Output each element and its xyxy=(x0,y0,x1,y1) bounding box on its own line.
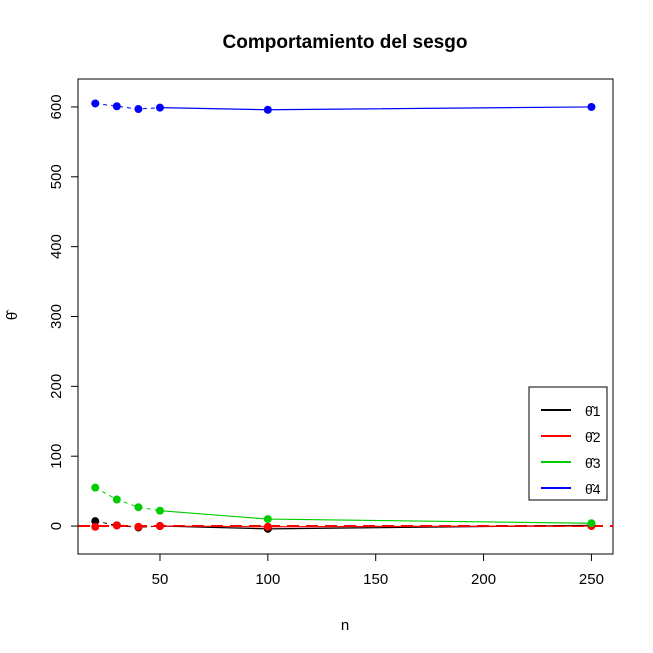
x-axis: 50 100 150 200 250 xyxy=(152,553,604,588)
y-axis: 0 100 200 300 400 500 600 xyxy=(48,94,79,530)
series-4-point-5 xyxy=(263,105,272,114)
series-3-line-dashed xyxy=(95,487,161,512)
series-3-point-6 xyxy=(587,519,596,528)
series-3-point-2 xyxy=(112,495,121,504)
series-2-point-1 xyxy=(91,522,100,531)
y-tick-label-200: 200 xyxy=(48,374,65,399)
series-2-point-3 xyxy=(134,522,143,531)
x-axis-label: n xyxy=(341,617,349,634)
y-tick-label-100: 100 xyxy=(48,444,65,469)
chart-title: Comportamiento del sesgo xyxy=(223,32,468,53)
series-2-line-solid xyxy=(159,525,592,528)
y-tick-label-400: 400 xyxy=(48,234,65,259)
legend-label-1: θ̂1 xyxy=(585,403,601,419)
x-tick-label-100: 100 xyxy=(255,571,280,588)
y-tick-label-300: 300 xyxy=(48,304,65,329)
legend-label-3: θ̂3 xyxy=(585,455,601,471)
series-3-point-3 xyxy=(134,503,143,512)
x-tick-label-50: 50 xyxy=(152,571,169,588)
series-4-point-3 xyxy=(134,105,143,114)
series-4-line-solid xyxy=(159,106,592,111)
series-4-point-4 xyxy=(155,103,164,112)
series-4-point-2 xyxy=(112,102,121,111)
x-tick-label-150: 150 xyxy=(363,571,388,588)
series-3-point-5 xyxy=(263,515,272,524)
series-4-line-dashed xyxy=(95,102,161,110)
x-tick-label-200: 200 xyxy=(471,571,496,588)
legend-label-4: θ̂4 xyxy=(585,481,601,497)
series-2-line-dashed xyxy=(95,524,160,528)
y-tick-label-0: 0 xyxy=(48,522,65,530)
series-4-point-6 xyxy=(587,102,596,111)
series-3-line-solid xyxy=(159,510,592,524)
y-tick-label-600: 600 xyxy=(48,94,65,119)
legend-box xyxy=(528,386,608,501)
y-axis-label: θ̂ xyxy=(4,309,21,320)
series-4-point-1 xyxy=(91,99,100,108)
series-3-point-4 xyxy=(155,506,164,515)
y-tick-label-500: 500 xyxy=(48,164,65,189)
series-2-point-5 xyxy=(263,522,272,531)
series-layer xyxy=(91,99,596,533)
series-2-point-4 xyxy=(155,522,164,531)
series-1-point-1 xyxy=(91,517,100,526)
x-tick-label-250: 250 xyxy=(579,571,604,588)
legend-label-2: θ̂2 xyxy=(585,429,601,445)
series-2-point-2 xyxy=(112,521,121,530)
series-3-point-1 xyxy=(91,483,100,492)
legend: θ̂1 θ̂2 θ̂3 θ̂4 xyxy=(528,386,608,501)
